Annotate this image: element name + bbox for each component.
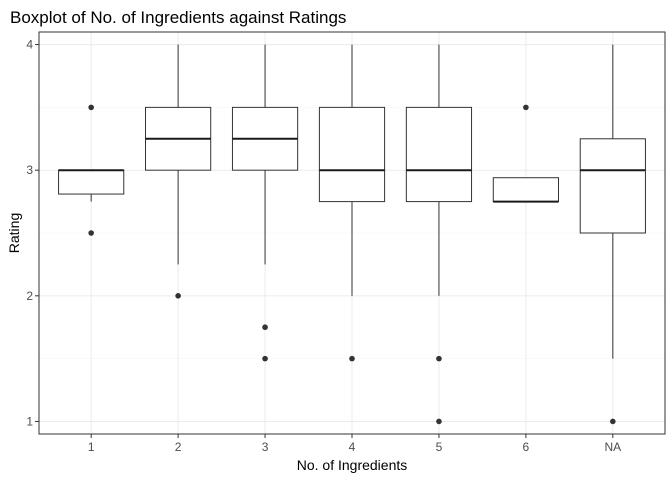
y-axis: 1 2 3 4 bbox=[26, 38, 39, 428]
outlier-point bbox=[523, 104, 529, 111]
outlier-point bbox=[262, 355, 268, 362]
iqr-box bbox=[318, 106, 386, 203]
outlier-point bbox=[349, 355, 355, 362]
box-series bbox=[58, 44, 646, 425]
outlier-point bbox=[88, 230, 94, 236]
y-axis-title: Rating bbox=[6, 213, 22, 253]
iqr-box bbox=[58, 169, 125, 195]
box-group bbox=[318, 44, 386, 362]
x-tick-label: 4 bbox=[349, 440, 356, 454]
iqr-box bbox=[492, 177, 559, 203]
outlier-point bbox=[436, 355, 442, 362]
x-tick-label: 3 bbox=[262, 440, 269, 454]
outlier-point bbox=[262, 324, 268, 331]
x-axis: 1 2 3 4 5 6 NA bbox=[88, 434, 621, 454]
box-group bbox=[145, 44, 212, 299]
outlier-point bbox=[175, 293, 181, 299]
x-tick-label: 6 bbox=[523, 440, 530, 454]
x-tick-label: 1 bbox=[88, 440, 95, 454]
outlier-point bbox=[436, 418, 442, 425]
outlier-point bbox=[88, 104, 94, 111]
box-group bbox=[58, 104, 125, 236]
y-tick-label: 1 bbox=[26, 414, 33, 428]
y-tick-label: 2 bbox=[26, 289, 33, 303]
x-tick-label: 2 bbox=[175, 440, 182, 454]
chart-title: Boxplot of No. of Ingredients against Ra… bbox=[10, 8, 346, 27]
iqr-box bbox=[405, 106, 473, 203]
x-axis-title: No. of Ingredients bbox=[297, 457, 408, 473]
box-group bbox=[579, 44, 646, 425]
y-tick-label: 4 bbox=[26, 38, 33, 52]
x-tick-label: NA bbox=[604, 440, 621, 454]
box-group bbox=[231, 44, 299, 362]
y-tick-label: 3 bbox=[26, 163, 33, 177]
box-group bbox=[405, 44, 473, 425]
outlier-point bbox=[610, 418, 616, 425]
x-tick-label: 5 bbox=[436, 440, 443, 454]
iqr-box bbox=[579, 138, 646, 234]
box-group bbox=[492, 104, 559, 203]
